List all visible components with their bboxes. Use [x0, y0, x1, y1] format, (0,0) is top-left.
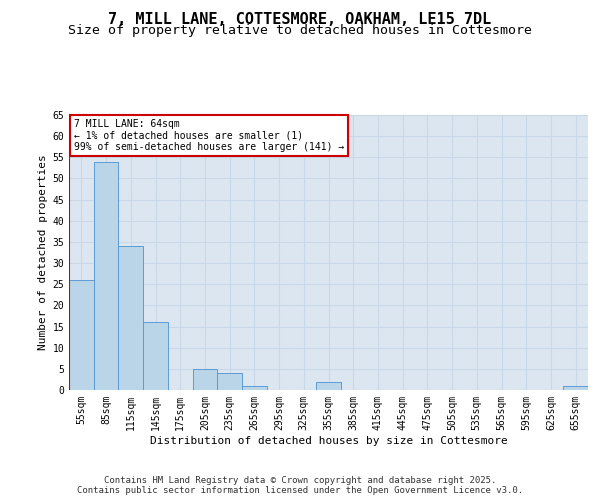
Text: Size of property relative to detached houses in Cottesmore: Size of property relative to detached ho…	[68, 24, 532, 37]
Bar	[316, 382, 341, 390]
Text: 7 MILL LANE: 64sqm
← 1% of detached houses are smaller (1)
99% of semi-detached : 7 MILL LANE: 64sqm ← 1% of detached hous…	[74, 119, 344, 152]
Bar	[217, 373, 242, 390]
Bar	[143, 322, 168, 390]
Bar	[69, 280, 94, 390]
Text: 7, MILL LANE, COTTESMORE, OAKHAM, LE15 7DL: 7, MILL LANE, COTTESMORE, OAKHAM, LE15 7…	[109, 12, 491, 28]
Y-axis label: Number of detached properties: Number of detached properties	[38, 154, 48, 350]
Text: Contains HM Land Registry data © Crown copyright and database right 2025.
Contai: Contains HM Land Registry data © Crown c…	[77, 476, 523, 495]
Bar	[242, 386, 267, 390]
Bar	[193, 369, 217, 390]
X-axis label: Distribution of detached houses by size in Cottesmore: Distribution of detached houses by size …	[149, 436, 508, 446]
Bar	[563, 386, 588, 390]
Bar	[118, 246, 143, 390]
Bar	[94, 162, 118, 390]
